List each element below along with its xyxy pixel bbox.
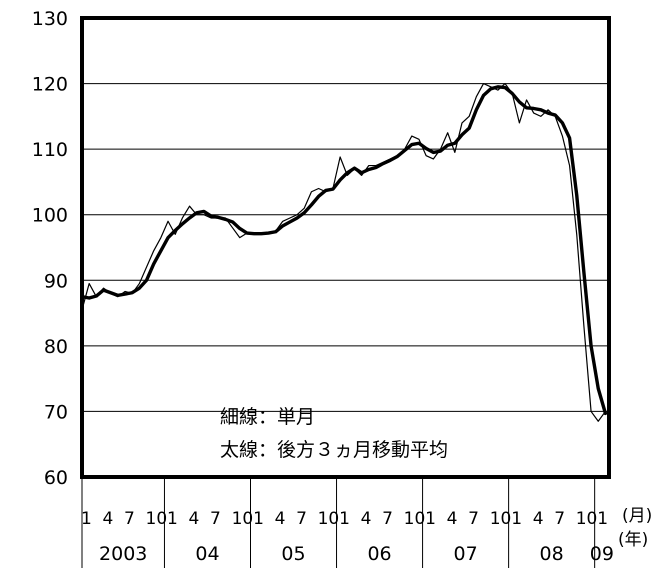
annotation-thin-line: 細線：単月 bbox=[220, 406, 315, 428]
x-tick-month-label: 4 bbox=[361, 509, 372, 529]
annotation-thick-line: 太線：後方３ヵ月移動平均 bbox=[220, 439, 448, 461]
y-tick-label: 60 bbox=[44, 467, 68, 489]
x-tick-year-label: 07 bbox=[454, 543, 478, 565]
x-tick-month-label: 7 bbox=[296, 509, 307, 529]
x-unit-year-label: (年) bbox=[618, 530, 648, 550]
x-tick-month-label: 1 bbox=[597, 509, 608, 529]
x-tick-month-label: 4 bbox=[275, 509, 286, 529]
x-unit-month-label: (月) bbox=[622, 506, 652, 526]
plot-frame bbox=[80, 16, 611, 479]
x-tick-month-label: 4 bbox=[103, 509, 114, 529]
x-tick-month-label: 7 bbox=[554, 509, 565, 529]
series-line-moving-average bbox=[80, 85, 608, 416]
y-tick-label: 80 bbox=[44, 336, 68, 358]
x-tick-month-label: 10 bbox=[232, 509, 254, 529]
x-tick-month-label: 10 bbox=[318, 509, 340, 529]
x-tick-month-label: 10 bbox=[146, 509, 168, 529]
x-tick-month-label: 4 bbox=[447, 509, 458, 529]
x-tick-month-label: 7 bbox=[382, 509, 393, 529]
x-tick-year-label: 05 bbox=[281, 543, 305, 565]
x-tick-month-label: 7 bbox=[124, 509, 135, 529]
y-tick-label: 70 bbox=[44, 401, 68, 423]
x-tick-month-label: 10 bbox=[404, 509, 426, 529]
x-tick-month-label: 7 bbox=[468, 509, 479, 529]
x-tick-month-label: 10 bbox=[576, 509, 598, 529]
y-tick-label: 110 bbox=[32, 139, 68, 161]
y-axis-tick-labels: 60 70 80 90 100 110 120 130 bbox=[32, 8, 68, 489]
x-tick-month-label: 1 bbox=[339, 509, 350, 529]
series-lines bbox=[80, 82, 608, 422]
y-tick-label: 100 bbox=[32, 205, 68, 227]
y-tick-label: 130 bbox=[32, 8, 68, 30]
x-tick-month-label: 1 bbox=[425, 509, 436, 529]
x-tick-year-label: 2003 bbox=[99, 543, 147, 565]
x-tick-month-label: 1 bbox=[167, 509, 178, 529]
y-tick-label: 120 bbox=[32, 74, 68, 96]
x-tick-year-label: 09 bbox=[590, 543, 614, 565]
series-line-single-month bbox=[81, 82, 607, 422]
y-tick-label: 90 bbox=[44, 270, 68, 292]
x-tick-month-label: 1 bbox=[81, 509, 92, 529]
x-tick-month-label: 1 bbox=[511, 509, 522, 529]
x-tick-year-label: 08 bbox=[540, 543, 564, 565]
x-tick-month-label: 1 bbox=[253, 509, 264, 529]
x-tick-month-label: 10 bbox=[490, 509, 512, 529]
gridlines bbox=[82, 83, 609, 412]
x-tick-year-label: 06 bbox=[367, 543, 391, 565]
x-tick-month-label: 7 bbox=[210, 509, 221, 529]
x-tick-year-label: 04 bbox=[195, 543, 219, 565]
x-tick-month-label: 4 bbox=[533, 509, 544, 529]
x-tick-month-label: 4 bbox=[189, 509, 200, 529]
